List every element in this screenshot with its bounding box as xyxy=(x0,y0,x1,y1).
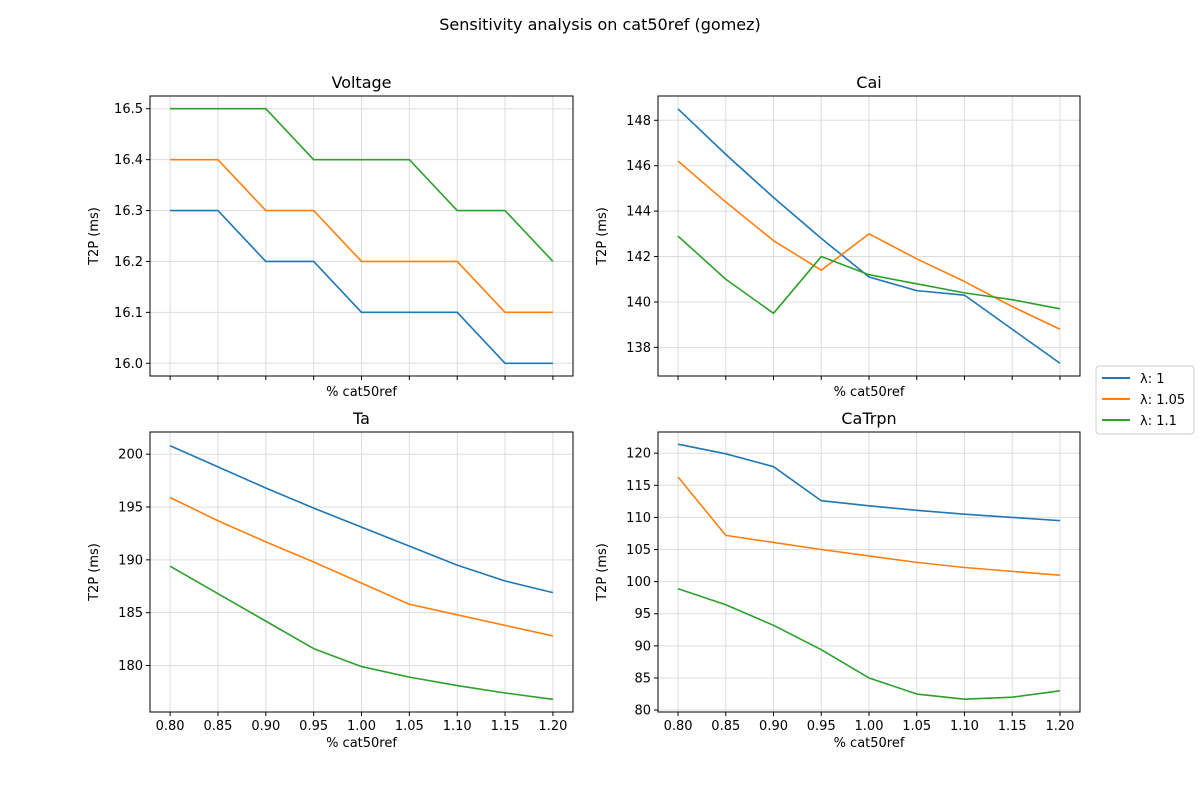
x-tick-label: 1.10 xyxy=(443,719,472,734)
x-axis-label: % cat50ref xyxy=(834,385,905,400)
series-line-1 xyxy=(170,158,553,314)
x-axis-label: % cat50ref xyxy=(326,385,397,400)
figure-title: Sensitivity analysis on cat50ref (gomez) xyxy=(439,15,761,34)
x-tick-label: 0.90 xyxy=(759,719,788,734)
axes-frame xyxy=(657,431,1081,713)
y-tick-label: 85 xyxy=(634,671,651,686)
panel-title: Voltage xyxy=(331,73,391,92)
series-line-0 xyxy=(677,108,1061,364)
y-tick-label: 90 xyxy=(634,639,651,654)
y-axis-label: T2P (ms) xyxy=(87,543,102,602)
y-tick-label: 16.1 xyxy=(114,306,143,321)
y-tick-label: 146 xyxy=(626,159,651,174)
series-lines xyxy=(677,108,1061,364)
y-tick-label: 120 xyxy=(626,447,651,462)
y-tick-label: 16.2 xyxy=(114,255,143,270)
ticks: 16.0 16.1 16.2 16.3 16.4 16.5 xyxy=(114,102,554,380)
series-line-1 xyxy=(169,496,554,637)
series-lines xyxy=(170,107,554,365)
x-tick-label: 1.15 xyxy=(491,719,520,734)
x-axis-label: % cat50ref xyxy=(326,736,397,751)
ticks: 138 140 142 144 146 148 xyxy=(626,114,1061,380)
axes-frame xyxy=(149,95,574,377)
y-axis-label: T2P (ms) xyxy=(595,207,610,266)
x-tick-label: 1.00 xyxy=(347,719,376,734)
x-tick-label: 1.20 xyxy=(538,719,567,734)
series-line-0 xyxy=(170,209,553,365)
y-tick-label: 16.0 xyxy=(114,357,143,372)
series-lines xyxy=(169,445,554,701)
x-tick-label: 0.80 xyxy=(156,719,185,734)
y-tick-label: 142 xyxy=(626,250,651,265)
y-tick-label: 80 xyxy=(634,704,651,719)
x-tick-label: 1.10 xyxy=(950,719,979,734)
y-tick-label: 110 xyxy=(626,511,651,526)
y-tick-label: 185 xyxy=(118,606,143,621)
y-tick-label: 190 xyxy=(118,553,143,568)
y-tick-label: 200 xyxy=(118,448,143,463)
grid xyxy=(658,432,1080,712)
axes-frame xyxy=(149,431,574,713)
y-tick-label: 105 xyxy=(626,543,651,558)
y-tick-label: 115 xyxy=(626,479,651,494)
x-tick-label: 1.00 xyxy=(855,719,884,734)
y-tick-label: 100 xyxy=(626,575,651,590)
y-tick-label: 16.5 xyxy=(114,102,143,117)
ticks: 0.80 0.85 0.90 0.95 1.00 1.05 1.10 1.15 1.20 80 85… xyxy=(626,447,1074,734)
y-tick-label: 95 xyxy=(634,607,651,622)
legend-label-0: λ: 1 xyxy=(1140,372,1164,387)
x-tick-label: 1.05 xyxy=(395,719,424,734)
panel-ta: 0.80 0.85 0.90 0.95 1.00 1.05 1.10 1.15 1.20 180 1… xyxy=(87,409,574,751)
series-line-0 xyxy=(677,443,1061,522)
x-tick-label: 1.20 xyxy=(1045,719,1074,734)
legend-label-1: λ: 1.05 xyxy=(1140,393,1185,408)
ticks: 0.80 0.85 0.90 0.95 1.00 1.05 1.10 1.15 1.20 180 1… xyxy=(118,448,567,734)
x-tick-label: 0.85 xyxy=(203,719,232,734)
panel-title: CaTrpn xyxy=(841,409,896,428)
series-lines xyxy=(677,443,1061,700)
series-line-1 xyxy=(677,476,1061,577)
y-tick-label: 144 xyxy=(626,205,651,220)
legend-label-2: λ: 1.1 xyxy=(1140,414,1177,429)
y-tick-label: 16.4 xyxy=(114,153,143,168)
y-tick-label: 180 xyxy=(118,659,143,674)
series-line-2 xyxy=(677,235,1061,315)
y-tick-label: 138 xyxy=(626,341,651,356)
series-line-0 xyxy=(169,445,554,594)
legend: λ: 1 λ: 1.05 λ: 1.1 xyxy=(1095,365,1195,435)
panel-catrpn: 0.80 0.85 0.90 0.95 1.00 1.05 1.10 1.15 1.20 80 85… xyxy=(595,409,1081,751)
x-axis-label: % cat50ref xyxy=(834,736,905,751)
panel-title: Cai xyxy=(856,73,881,92)
y-tick-label: 140 xyxy=(626,295,651,310)
x-tick-label: 0.95 xyxy=(299,719,328,734)
y-axis-label: T2P (ms) xyxy=(87,207,102,266)
y-axis-label: T2P (ms) xyxy=(595,543,610,602)
panel-cai: 138 140 142 144 146 148 Cai T2P (ms) % cat50r… xyxy=(595,73,1081,400)
x-tick-label: 0.90 xyxy=(251,719,280,734)
series-line-2 xyxy=(169,565,554,701)
grid xyxy=(150,432,573,712)
x-tick-label: 1.05 xyxy=(902,719,931,734)
series-line-2 xyxy=(170,107,554,262)
panel-title: Ta xyxy=(352,409,370,428)
axes-frame xyxy=(657,95,1081,377)
x-tick-label: 0.80 xyxy=(664,719,693,734)
x-tick-label: 0.85 xyxy=(711,719,740,734)
y-tick-label: 195 xyxy=(118,501,143,516)
series-line-2 xyxy=(677,587,1061,700)
x-tick-label: 0.95 xyxy=(807,719,836,734)
x-tick-label: 1.15 xyxy=(998,719,1027,734)
legend-frame xyxy=(1095,365,1195,435)
y-tick-label: 16.3 xyxy=(114,204,143,219)
panel-voltage: 16.0 16.1 16.2 16.3 16.4 16.5 Voltage T2P (ms… xyxy=(87,73,574,400)
y-tick-label: 148 xyxy=(626,114,651,129)
